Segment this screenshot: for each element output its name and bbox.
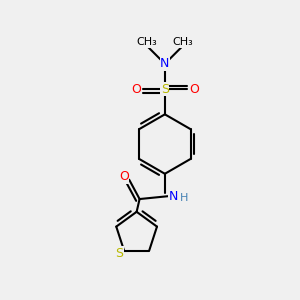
Text: CH₃: CH₃	[172, 38, 193, 47]
Text: CH₃: CH₃	[137, 38, 158, 47]
Text: S: S	[161, 82, 169, 96]
Text: O: O	[131, 82, 141, 96]
Text: O: O	[189, 82, 199, 96]
Text: N: N	[169, 190, 178, 202]
Text: O: O	[119, 170, 129, 183]
Text: S: S	[116, 247, 124, 260]
Text: H: H	[180, 194, 188, 203]
Text: N: N	[160, 57, 170, 70]
